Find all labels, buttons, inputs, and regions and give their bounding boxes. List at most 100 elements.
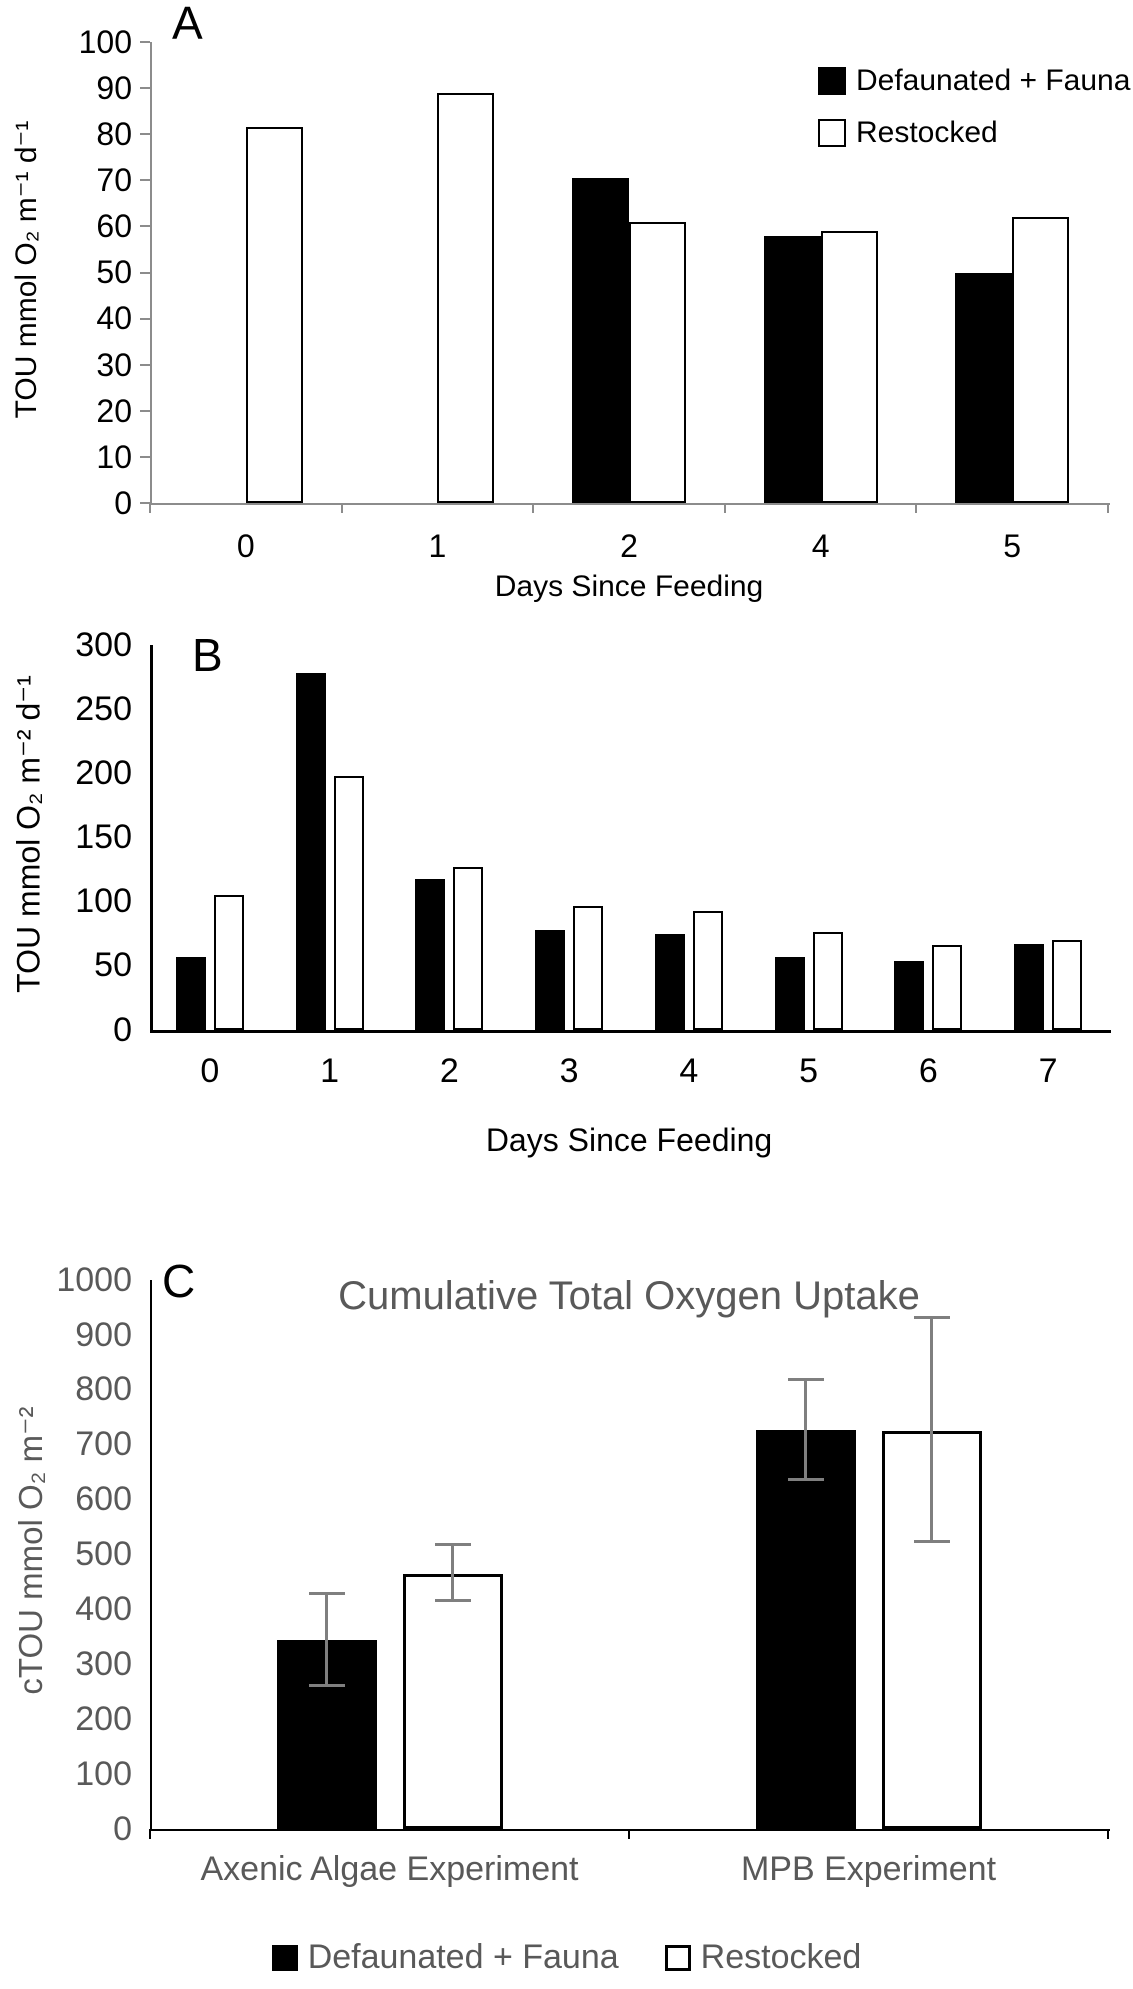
bar-defaunated-B-3 <box>535 929 566 1030</box>
y-tick-mark <box>140 87 150 90</box>
bar-defaunated-A-3 <box>763 235 821 503</box>
chart-a: 0 10 20 30 40 50 60 70 80 90 100 0 1 2 4 5 A TOU mmol O₂ … <box>0 0 1133 610</box>
bar-defaunated-B-1 <box>295 673 326 1030</box>
legend-item-defaunated: Defaunated + Fauna <box>271 1938 619 1977</box>
x-tick-mark <box>915 503 918 513</box>
y-tick-label-B-200: 200 <box>75 753 132 792</box>
x-tick-label-B-0: 0 <box>200 1052 220 1090</box>
bar-restocked-A-3 <box>820 231 878 503</box>
x-tick-label-C-0: Axenic Algae Experiment <box>200 1850 579 1888</box>
y-tick-label-A-10: 10 <box>96 438 132 475</box>
y-tick-label-C-700: 700 <box>75 1425 132 1464</box>
x-tick-label-A-4: 5 <box>1003 528 1022 564</box>
y-tick-label-C-600: 600 <box>75 1480 132 1519</box>
error-bar-cap-bottom <box>787 1478 824 1482</box>
bar-defaunated-B-5 <box>774 956 805 1030</box>
chart-title-C: Cumulative Total Oxygen Uptake <box>338 1274 920 1318</box>
error-bar-cap-top <box>308 1591 345 1595</box>
bar-restocked-A-0 <box>245 127 303 503</box>
y-tick-label-C-300: 300 <box>75 1644 132 1683</box>
bar-restocked-B-6 <box>932 945 963 1030</box>
x-tick-mark <box>628 1829 630 1839</box>
y-tick-label-B-300: 300 <box>75 625 132 664</box>
x-tick-mark <box>149 503 151 513</box>
x-axis-label-B: Days Since Feeding <box>485 1122 773 1158</box>
bar-restocked-B-4 <box>692 910 723 1030</box>
y-tick-label-A-0: 0 <box>114 484 132 521</box>
y-tick-label-B-250: 250 <box>75 689 132 728</box>
y-axis-label-C: cTOU mmol O₂ m⁻² <box>11 1406 49 1695</box>
y-tick-label-A-40: 40 <box>96 300 132 337</box>
bar-restocked-B-5 <box>812 932 843 1030</box>
legend-label-restocked: Restocked <box>856 116 998 149</box>
x-tick-mark <box>532 503 535 513</box>
panel-label-C: C <box>162 1255 196 1307</box>
y-tick-label-A-30: 30 <box>96 346 132 383</box>
bar-defaunated-A-2 <box>572 177 629 503</box>
legend-swatch-restocked-icon <box>664 1944 691 1971</box>
error-bar-cap-top <box>434 1542 471 1546</box>
bar-defaunated-B-4 <box>654 933 685 1030</box>
bar-defaunated-A-4 <box>955 272 1013 503</box>
bar-restocked-C-0 <box>402 1573 503 1829</box>
y-tick-label-A-50: 50 <box>96 254 132 291</box>
panel-label-A: A <box>172 0 203 49</box>
bar-restocked-B-1 <box>333 775 364 1030</box>
y-tick-label-A-100: 100 <box>78 23 132 60</box>
y-tick-label-A-20: 20 <box>96 392 132 429</box>
x-tick-mark <box>1107 1829 1109 1839</box>
y-tick-label-B-100: 100 <box>75 882 132 921</box>
y-tick-label-C-0: 0 <box>113 1809 132 1848</box>
y-tick-mark <box>140 409 150 412</box>
bar-defaunated-B-6 <box>894 960 925 1030</box>
y-tick-label-B-0: 0 <box>113 1010 132 1049</box>
y-tick-mark <box>140 133 150 136</box>
error-bar-line <box>451 1543 454 1602</box>
legend-row-defaunated: Defaunated + Fauna <box>818 64 1130 98</box>
y-tick-label-C-200: 200 <box>75 1699 132 1738</box>
error-bar-cap-top <box>913 1316 950 1320</box>
y-tick-label-C-400: 400 <box>75 1590 132 1628</box>
figure-legend-bottom: Defaunated + Fauna Restocked <box>0 1938 1133 1977</box>
x-tick-mark <box>149 1829 151 1839</box>
error-bar-cap-bottom <box>434 1599 471 1603</box>
y-tick-mark <box>140 41 150 43</box>
bar-restocked-A-2 <box>629 221 686 503</box>
error-bar-cap-top <box>787 1377 824 1381</box>
x-tick-label-B-4: 4 <box>679 1052 699 1090</box>
x-tick-label-A-2: 2 <box>620 528 638 564</box>
x-tick-label-A-0: 0 <box>236 528 255 564</box>
error-bar-line <box>804 1378 807 1481</box>
bar-restocked-A-4 <box>1012 217 1070 503</box>
x-tick-label-B-5: 5 <box>799 1052 819 1090</box>
y-tick-mark <box>140 179 150 182</box>
y-tick-label-A-80: 80 <box>96 116 132 152</box>
y-tick-label-C-800: 800 <box>75 1370 132 1409</box>
legend-label-defaunated: Defaunated + Fauna <box>307 1938 619 1976</box>
legend-row-restocked: Restocked <box>818 116 998 150</box>
panel-label-B: B <box>192 629 223 681</box>
chart-c: 0 100 200 300 400 500 600 700 800 900 1000 Axenic A… <box>0 1250 1133 1989</box>
y-tick-mark <box>140 502 150 504</box>
y-axis-label-A: TOU mmol O₂ m⁻¹ d⁻¹ <box>9 120 43 418</box>
x-tick-label-A-3: 4 <box>811 528 830 564</box>
y-tick-mark <box>140 317 150 320</box>
error-bar-cap-bottom <box>913 1539 950 1543</box>
y-tick-label-C-100: 100 <box>75 1754 132 1793</box>
legend-label-defaunated: Defaunated + Fauna <box>856 64 1131 97</box>
y-tick-label-B-150: 150 <box>75 818 132 857</box>
y-tick-label-C-1000: 1000 <box>56 1260 132 1299</box>
legend-swatch-restocked-icon <box>818 119 846 147</box>
x-tick-label-B-7: 7 <box>1038 1052 1058 1090</box>
bar-restocked-A-1 <box>437 92 495 503</box>
legend-swatch-defaunated-icon <box>271 1944 298 1971</box>
plot-area-A <box>150 42 1110 505</box>
x-tick-label-B-1: 1 <box>320 1052 340 1090</box>
plot-area-B <box>150 645 1111 1033</box>
bar-restocked-B-0 <box>213 895 244 1030</box>
y-tick-mark <box>140 363 150 366</box>
error-bar-line <box>930 1317 933 1542</box>
y-tick-label-A-90: 90 <box>96 69 132 106</box>
y-tick-label-C-900: 900 <box>75 1315 132 1354</box>
